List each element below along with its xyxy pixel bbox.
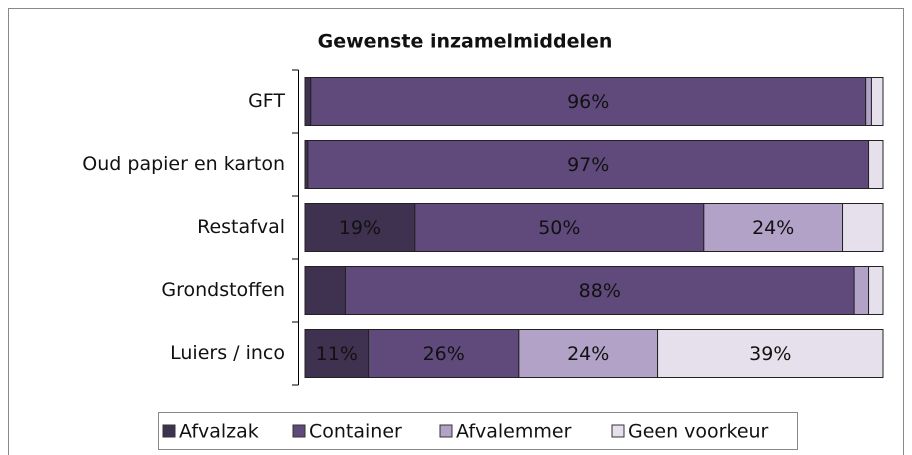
legend-label: Afvalzak	[179, 421, 259, 443]
y-tick-label: Restafval	[197, 216, 285, 238]
data-label: 11%	[316, 343, 358, 365]
bar-segment	[868, 140, 884, 189]
bar-segment	[842, 203, 884, 252]
bar-segment	[657, 329, 884, 378]
legend-swatch	[292, 424, 306, 438]
bar-segment	[310, 77, 867, 126]
data-label: 88%	[579, 280, 621, 302]
legend-swatch	[439, 424, 453, 438]
y-tick-label: Luiers / inco	[170, 342, 285, 364]
data-label: 97%	[567, 154, 609, 176]
data-label: 24%	[567, 343, 609, 365]
bar-segment	[304, 329, 370, 378]
legend-swatch	[162, 424, 176, 438]
bar-segment	[868, 266, 884, 315]
data-label: 24%	[752, 217, 794, 239]
bar-segment	[307, 140, 870, 189]
data-label: 50%	[538, 217, 580, 239]
bar-segment	[870, 77, 884, 126]
bar-segment	[853, 266, 870, 315]
y-tick-label: Grondstoffen	[161, 279, 285, 301]
bar-segment	[368, 329, 520, 378]
y-tick-label: Oud papier en karton	[82, 153, 285, 175]
legend-label: Geen voorkeur	[628, 421, 769, 443]
legend-box	[158, 412, 798, 450]
data-label: 26%	[423, 343, 465, 365]
legend-label: Container	[309, 421, 402, 443]
bar-segment	[344, 266, 855, 315]
data-label: 96%	[567, 91, 609, 113]
bar-segment	[304, 266, 346, 315]
bar-segment	[304, 77, 312, 126]
legend-label: Afvalemmer	[456, 421, 572, 443]
bar-segment	[518, 329, 659, 378]
bar-segment	[304, 203, 416, 252]
data-label: 39%	[749, 343, 791, 365]
bar-segment	[865, 77, 872, 126]
y-tick-label: GFT	[248, 90, 285, 112]
chart-title: Gewenste inzamelmiddelen	[318, 31, 613, 53]
legend-swatch	[611, 424, 625, 438]
data-label: 19%	[339, 217, 381, 239]
